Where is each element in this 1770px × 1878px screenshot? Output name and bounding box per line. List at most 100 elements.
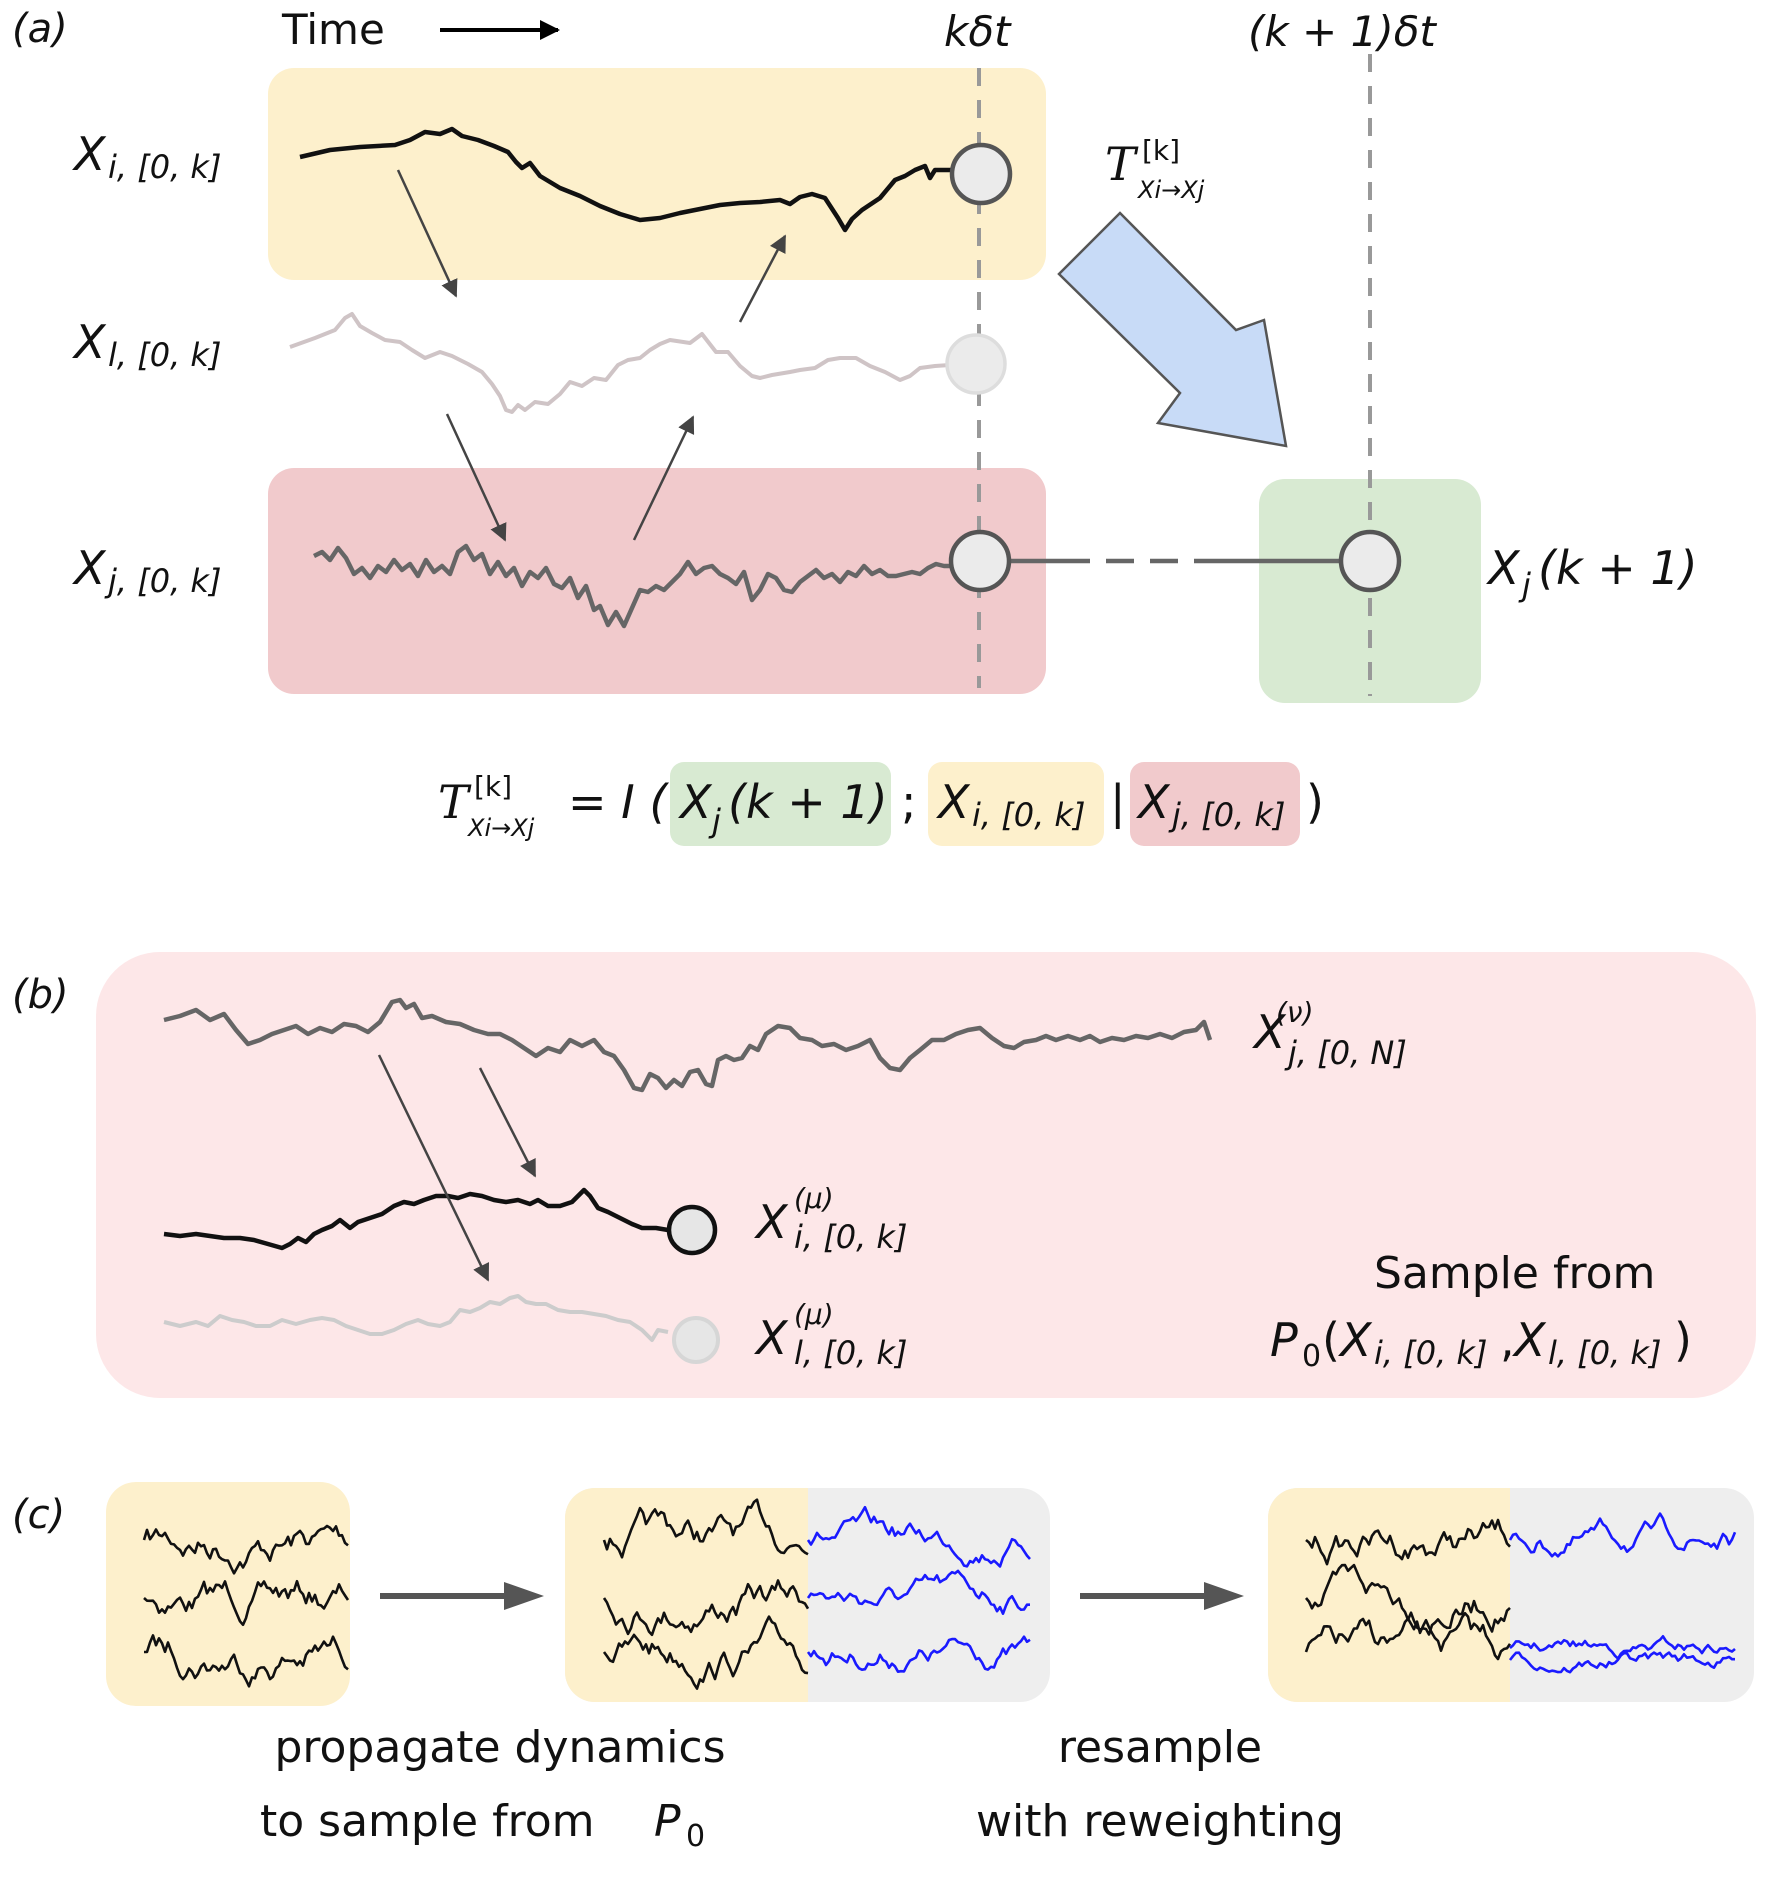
propagate-arrowhead [504,1582,544,1610]
b-p0-sub: 0 [1302,1339,1321,1374]
k-dt-label: kδt [944,7,1012,56]
b-comma: , [1500,1313,1515,1367]
b-arg-a-base: X [1338,1313,1373,1367]
b-open-paren: ( [1322,1313,1340,1367]
eq-close-paren: ) [1306,775,1324,829]
caption-resample-line1: resample [1058,1722,1262,1773]
c1-history-trace-3 [144,1634,349,1688]
panel-b: (b) X (ν) j, [0, N] X (μ) i, [0, k] X (μ… [12,952,1756,1398]
xj-future-node [1338,529,1402,593]
panel-a-label: (a) [12,6,68,52]
c3-resampled-trace-2 [1509,1635,1736,1660]
te-equation: T [k] Xi→Xj = I ( X j (k + 1) ; X i, [0,… [438,762,1324,846]
xi-base: X [72,127,107,181]
b-xj-sub: j, [0, N] [1284,1034,1407,1072]
xi-sub: i, [0, k] [108,148,221,186]
caption-propagate-p: P [654,1796,681,1847]
xl-trace [289,312,979,414]
te-sub: Xi→Xj [1136,176,1205,204]
b-xi-label: X (μ) i, [0, k] [754,1182,907,1256]
xj-to-xl-arrow [632,415,695,541]
xi-row-label: X i, [0, k] [72,127,221,186]
sample-from-line1: Sample from [1374,1248,1655,1299]
b-arrow-1 [377,1054,490,1282]
c3-resampled-trace-1 [1508,1512,1737,1558]
b-xi-sub: i, [0, k] [794,1218,907,1256]
xj-future-rest: (k + 1) [1538,541,1698,595]
eq-bar: | [1110,775,1126,830]
eq-te-sup: [k] [474,770,512,803]
b-p0-base: P [1270,1313,1298,1367]
c2-history-trace-1 [602,1498,809,1559]
c1-history-trace-2 [143,1579,350,1627]
b-xl-base: X [754,1311,789,1365]
b-xj-trace [163,997,1213,1093]
b-close-paren: ) [1674,1313,1692,1367]
time-label: Time [281,5,385,54]
b-xl-node [672,1316,720,1364]
eq-semicolon: ; [901,775,917,829]
c3-resampled-trace-3 [1508,1651,1735,1674]
eq-te-sub: Xi→Xj [466,814,535,842]
xj-future-sub: j [1518,566,1531,604]
b-xj-base: X [1252,1005,1287,1059]
xj-row-label: X j, [0, k] [72,541,221,600]
panel-c: (c) propagate dynamics to sample from P … [12,1482,1754,1854]
c-traces [142,1498,1737,1690]
c-box-2 [565,1488,1050,1702]
caption-propagate-p-sub: 0 [686,1819,705,1854]
xi-node [949,142,1013,206]
caption-propagate-text: to sample from [260,1796,595,1847]
b-xl-sub: l, [0, k] [794,1334,907,1372]
xl-row-label: X l, [0, k] [72,315,221,374]
xl-to-xj-arrow [445,413,507,542]
eq-te-symbol: T [438,775,472,829]
eq-term1-box [670,762,891,846]
xl-to-xi-arrow [738,234,787,323]
b-xi-trace [163,1187,669,1251]
b-xl-trace [163,1294,669,1342]
c2-propagated-trace-2 [806,1569,1030,1615]
c1-history-trace-1 [142,1524,349,1575]
caption-propagate-line2: to sample from P 0 [260,1796,705,1854]
eq-term3-base: X [1136,775,1171,829]
te-sup: [k] [1142,134,1180,167]
xj-future-base: X [1486,541,1521,595]
b-arg-a-sub: i, [0, k] [1374,1334,1487,1372]
panel-b-label: (b) [12,972,69,1018]
panel-a: (a) Time kδt (k + 1)δt T [k] Xi→Xj X i, … [12,5,1698,846]
b-xj-sup: (ν) [1276,996,1314,1029]
xj-node [948,529,1012,593]
b-xl-label: X (μ) l, [0, k] [754,1298,907,1372]
b-arg-b-sub: l, [0, k] [1548,1334,1661,1372]
resample-arrowhead [1204,1582,1244,1610]
b-xj-label: X (ν) j, [0, N] [1252,996,1407,1072]
b-arrow-2 [478,1067,537,1178]
sample-from-line2: P 0 ( X i, [0, k] , X l, [0, k] ) [1270,1313,1692,1374]
xj-trace [312,543,979,629]
b-xi-node [666,1204,718,1256]
c2-history-trace-2 [602,1579,810,1637]
xj-history-box [268,468,1046,694]
c-box-3 [1268,1488,1754,1702]
xi-to-xl-arrow [396,169,458,298]
k1-dt-label: (k + 1)δt [1248,7,1437,56]
eq-term2-box [928,762,1104,846]
b-xl-sup: (μ) [794,1298,834,1331]
te-symbol: T [1105,137,1139,191]
eq-term2-sub: i, [0, k] [972,796,1085,834]
b-xi-base: X [754,1195,789,1249]
xj-sub: j, [0, k] [104,562,221,600]
c3-history-trace-1 [1305,1518,1511,1566]
b-xi-sup: (μ) [794,1182,834,1215]
eq-term3-sub: j, [0, k] [1168,796,1285,834]
eq-term1-sub: j [708,802,721,840]
xj-future-label: X j (k + 1) [1486,541,1698,604]
te-arrow-label: T [k] Xi→Xj [1105,134,1205,204]
xl-node [945,333,1007,395]
caption-resample-line2: with reweighting [976,1796,1344,1847]
eq-equals-mi: = I ( [568,775,669,829]
xj-base: X [72,541,107,595]
eq-term3-box [1130,762,1300,846]
